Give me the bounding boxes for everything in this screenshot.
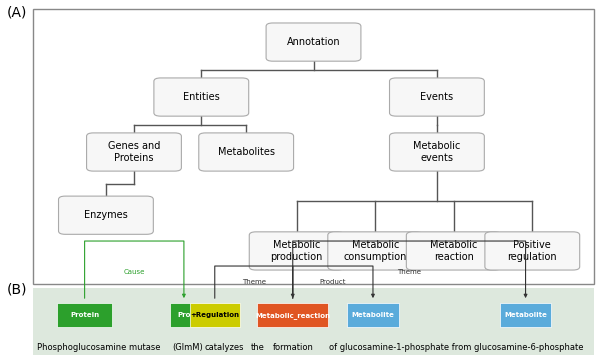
Text: Annotation: Annotation xyxy=(287,37,340,47)
FancyBboxPatch shape xyxy=(154,78,249,116)
Text: Metabolic
consumption: Metabolic consumption xyxy=(344,240,407,262)
FancyBboxPatch shape xyxy=(190,303,240,327)
FancyBboxPatch shape xyxy=(347,303,399,327)
Text: Theme: Theme xyxy=(397,269,421,276)
Text: Metabolic
reaction: Metabolic reaction xyxy=(430,240,478,262)
FancyBboxPatch shape xyxy=(500,303,551,327)
Text: Product: Product xyxy=(320,279,346,285)
Text: Protein: Protein xyxy=(70,312,99,318)
FancyBboxPatch shape xyxy=(59,196,154,234)
Text: Metabolite: Metabolite xyxy=(352,312,394,318)
Text: Pro: Pro xyxy=(177,312,191,318)
Text: Metabolites: Metabolites xyxy=(218,147,275,157)
FancyBboxPatch shape xyxy=(58,303,112,327)
Text: the: the xyxy=(251,343,265,352)
Text: formation: formation xyxy=(272,343,313,352)
Text: Entities: Entities xyxy=(183,92,220,102)
Text: catalyzes: catalyzes xyxy=(205,343,244,352)
Text: Metabolic
events: Metabolic events xyxy=(413,141,461,163)
FancyBboxPatch shape xyxy=(86,133,181,171)
FancyBboxPatch shape xyxy=(170,303,198,327)
Text: Events: Events xyxy=(421,92,454,102)
FancyBboxPatch shape xyxy=(199,133,293,171)
FancyBboxPatch shape xyxy=(33,9,594,284)
Text: Metabolic_reaction: Metabolic_reaction xyxy=(255,312,330,318)
Text: Phosphoglucosamine mutase: Phosphoglucosamine mutase xyxy=(37,343,160,352)
Text: Genes and
Proteins: Genes and Proteins xyxy=(108,141,160,163)
FancyBboxPatch shape xyxy=(33,288,594,355)
FancyBboxPatch shape xyxy=(249,232,344,270)
Text: (A): (A) xyxy=(7,5,28,19)
Text: Metabolite: Metabolite xyxy=(504,312,547,318)
Text: of glucosamine-1-phosphate from glucosamine-6-phosphate: of glucosamine-1-phosphate from glucosam… xyxy=(329,343,584,352)
FancyBboxPatch shape xyxy=(485,232,580,270)
Text: +Regulation: +Regulation xyxy=(190,312,239,318)
Text: Metabolic
production: Metabolic production xyxy=(271,240,323,262)
Text: Positive
regulation: Positive regulation xyxy=(508,240,557,262)
Text: Enzymes: Enzymes xyxy=(84,210,128,220)
Text: (GlmM): (GlmM) xyxy=(172,343,203,352)
FancyBboxPatch shape xyxy=(389,78,484,116)
Text: (B): (B) xyxy=(7,282,28,296)
FancyBboxPatch shape xyxy=(389,133,484,171)
FancyBboxPatch shape xyxy=(266,23,361,61)
Text: Theme: Theme xyxy=(242,279,266,285)
FancyBboxPatch shape xyxy=(257,303,328,327)
Text: Cause: Cause xyxy=(124,269,145,276)
FancyBboxPatch shape xyxy=(406,232,501,270)
FancyBboxPatch shape xyxy=(328,232,422,270)
